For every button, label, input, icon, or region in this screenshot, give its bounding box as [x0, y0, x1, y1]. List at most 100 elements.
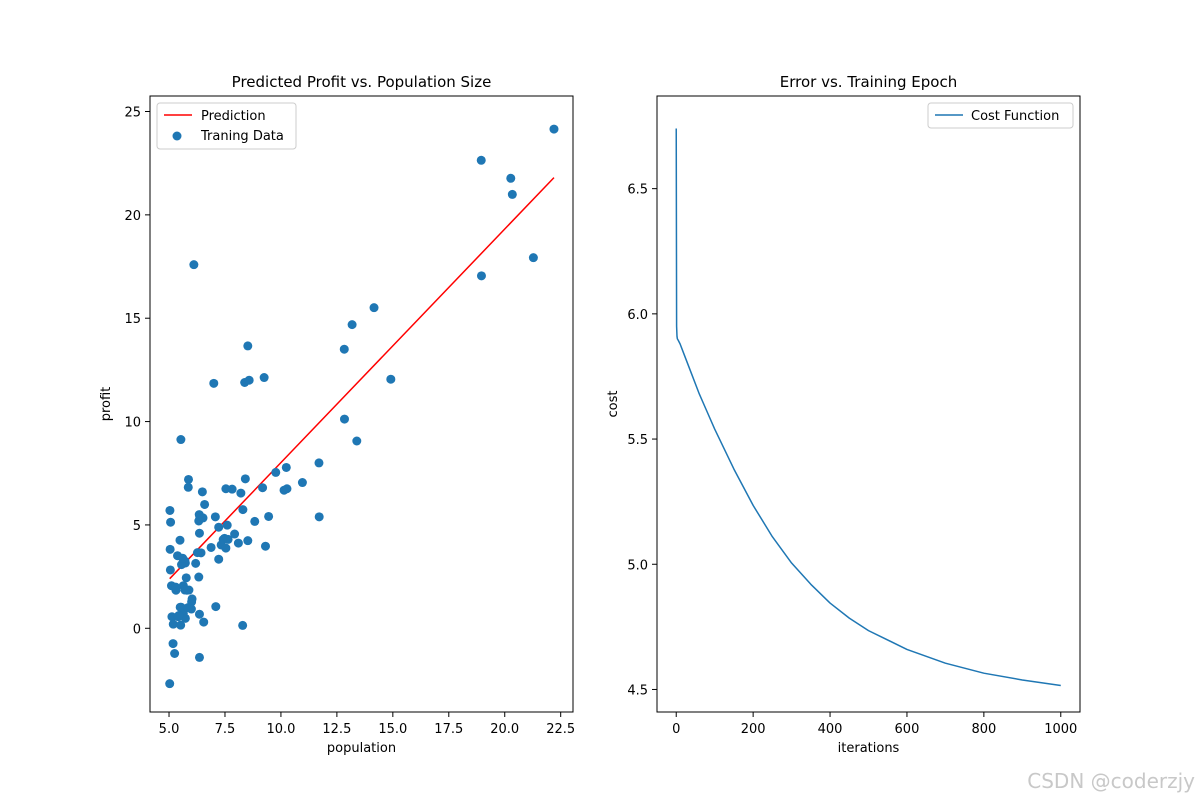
training-data-point [347, 320, 357, 330]
x-tick-label: 400 [818, 722, 843, 737]
training-data-point [240, 474, 250, 484]
chart-predicted-profit: 5.0 7.5 10.0 12.5 15.0 17.5 20.0 22.5 0 5 10 15 20 25… [99, 73, 575, 756]
training-data-point [236, 488, 246, 498]
x-tick-label: 5.0 [159, 722, 180, 737]
training-data-point [314, 512, 324, 522]
y-tick-label: 0 [133, 622, 141, 637]
x-tick-label: 22.5 [546, 722, 575, 737]
axes-frame [149, 95, 574, 713]
y-tick-label: 6.5 [627, 183, 648, 198]
y-axis-label: profit [99, 387, 114, 422]
training-data-point [528, 253, 538, 263]
training-data-point [175, 535, 185, 545]
training-data-point [244, 375, 254, 385]
training-data-point [194, 528, 204, 538]
y-tick-label: 5.5 [627, 433, 648, 448]
y-tick-label: 5.0 [627, 558, 648, 573]
training-data-point [230, 529, 240, 539]
training-data-point [506, 173, 516, 183]
training-data-point [282, 484, 292, 494]
y-tick-label: 15 [124, 312, 141, 327]
training-data-point [178, 553, 188, 563]
training-data-point [264, 511, 274, 521]
chart-title: Predicted Profit vs. Population Size [232, 73, 492, 91]
watermark: CSDN @coderzjy [1027, 769, 1195, 793]
training-data-point [314, 458, 324, 468]
training-data-point [214, 554, 224, 564]
training-data-point [166, 517, 176, 527]
training-data-point [476, 271, 486, 281]
training-data-point [165, 505, 175, 515]
x-tick-label: 20.0 [490, 722, 519, 737]
training-data-point [194, 652, 204, 662]
training-data-point [194, 609, 204, 619]
x-tick-label: 17.5 [434, 722, 463, 737]
y-tick-label: 4.5 [627, 683, 648, 698]
training-data-point [339, 414, 349, 424]
x-tick-label: 800 [971, 722, 996, 737]
training-data-point [507, 189, 517, 199]
x-tick-label: 15.0 [378, 722, 407, 737]
training-data-point [339, 344, 349, 354]
chart-error-vs-epoch: 0 200 400 600 800 1000 4.5 5.0 5.5 6.0 6.5 Error vs… [606, 73, 1081, 756]
training-data-point [238, 505, 248, 515]
training-data-point [243, 536, 253, 546]
training-data-point [170, 649, 180, 659]
training-data-point [260, 541, 270, 551]
training-data-point [200, 499, 210, 509]
training-data-point [191, 558, 201, 568]
cost-function-line [675, 128, 1061, 687]
training-data-point [175, 602, 185, 612]
training-data-point [549, 124, 559, 134]
training-data-point [165, 565, 175, 575]
training-data-point [176, 620, 186, 630]
training-data-point [297, 478, 307, 488]
training-data-point [221, 543, 231, 553]
training-data-point [197, 487, 207, 497]
training-data-point [168, 639, 178, 649]
training-data-point [165, 544, 175, 554]
training-data-point [167, 612, 177, 622]
training-data-point [165, 679, 175, 689]
legend: Prediction Traning Data [156, 102, 297, 150]
training-data-point [222, 520, 232, 530]
training-data-point [206, 542, 216, 552]
y-tick-label: 25 [124, 106, 141, 121]
x-tick-label: 600 [895, 722, 920, 737]
axes-frame [656, 95, 1081, 713]
training-data-point [189, 260, 199, 270]
x-tick-label: 200 [741, 722, 766, 737]
training-data-point [271, 467, 281, 477]
legend-box [927, 102, 1074, 129]
y-tick-label: 5 [133, 519, 141, 534]
training-data-point [180, 585, 190, 595]
y-axis-label: cost [606, 391, 621, 418]
x-tick-label: 7.5 [215, 722, 236, 737]
training-data-point [243, 341, 253, 351]
training-data-point [352, 436, 362, 446]
training-data-point [194, 572, 204, 582]
training-data-point [214, 522, 224, 532]
training-data-point [476, 155, 486, 165]
training-data-point [209, 378, 219, 388]
chart-title: Error vs. Training Epoch [780, 73, 957, 91]
training-data-point [211, 602, 221, 612]
training-data-point [223, 534, 233, 544]
training-data-point [233, 538, 243, 548]
legend-prediction-label: Prediction [201, 109, 266, 124]
plot-area [165, 124, 559, 689]
training-data-point [183, 603, 193, 613]
training-data-point [369, 303, 379, 313]
y-tick-label: 6.0 [627, 308, 648, 323]
legend-training-label: Traning Data [200, 129, 284, 144]
x-tick-label: 1000 [1044, 722, 1077, 737]
training-data-point [199, 617, 209, 627]
training-data-point [210, 512, 220, 522]
training-data-point [174, 610, 184, 620]
x-tick-label: 10.0 [266, 722, 295, 737]
y-tick-label: 20 [124, 209, 141, 224]
x-tick-label: 0 [672, 722, 680, 737]
training-data-point [181, 573, 191, 583]
